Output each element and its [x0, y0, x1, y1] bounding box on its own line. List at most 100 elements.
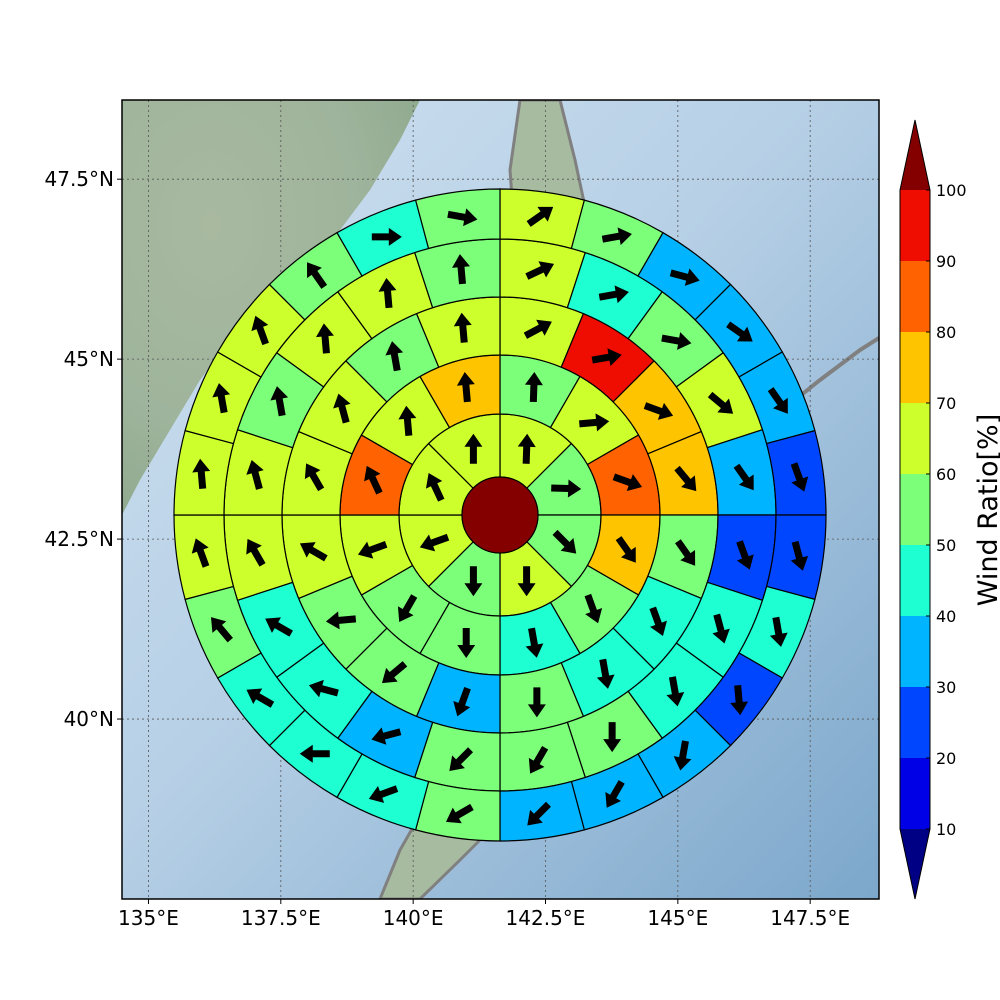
wind-arrow-ring-2-12	[456, 372, 475, 403]
wind-arrow-ring-3-14	[333, 393, 351, 424]
lat-tick-label: 40°N	[64, 707, 114, 731]
wind-arrow-ring-3-16	[453, 312, 472, 343]
lon-tick-label: 147.5°E	[770, 906, 850, 930]
colorbar-bin-1	[900, 758, 930, 829]
colorbar-tick-label: 30	[936, 678, 956, 697]
wind-arrow-ring-4-14	[265, 617, 293, 637]
lat-tick-label: 47.5°N	[45, 167, 115, 191]
colorbar-bin-8	[900, 261, 930, 332]
wind-arrow-ring-4-11	[449, 747, 474, 771]
wind-arrow-ring-1-5	[464, 566, 483, 597]
wind-arrow-ring-3-1	[523, 319, 552, 339]
wind-arrow-ring-1-8	[464, 433, 483, 464]
wind-arrow-ring-2-8	[397, 594, 418, 622]
wind-arrow-ring-1-1	[517, 433, 536, 464]
wind-arrow-ring-5-10	[673, 740, 692, 771]
wind-arrow-ring-4-3	[661, 332, 692, 350]
wind-arrow-ring-5-20	[212, 383, 231, 414]
colorbar-tick-label: 10	[936, 820, 956, 839]
wind-arrow-ring-5-4	[726, 321, 753, 342]
asia-mainland	[122, 100, 420, 515]
colorbar-bin-9	[900, 190, 930, 261]
wind-arrow-ring-4-18	[316, 323, 334, 354]
wind-arrow-ring-4-10	[528, 745, 549, 774]
wind-arrow-ring-3-9	[453, 686, 471, 717]
colorbar-tick-label: 90	[936, 252, 956, 271]
wind-arrow-ring-4-19	[378, 277, 397, 309]
longitude-ticks: 135°E 137.5°E 140°E 142.5°E 145°E 147.5°E	[118, 899, 850, 930]
wind-arrow-ring-5-12	[527, 801, 551, 826]
wind-arrow-ring-4-2	[598, 285, 629, 304]
wind-arrow-ring-5-24	[447, 208, 478, 227]
wind-arrow-ring-4-20	[452, 254, 470, 285]
wind-arrow-ring-5-7	[790, 540, 809, 571]
colorbar-bin-5	[900, 474, 930, 545]
wind-arrow-ring-1-3	[552, 529, 577, 554]
wind-arrow-ring-1-2	[551, 479, 582, 498]
lon-tick-label: 137.5°E	[241, 906, 321, 930]
colorbar-tick-label: 70	[936, 394, 956, 413]
lon-tick-label: 135°E	[118, 906, 179, 930]
wind-arrow-ring-3-10	[381, 661, 408, 684]
latitude-ticks: 40°N 42.5°N 45°N 47.5°N	[45, 167, 122, 731]
wind-arrow-ring-2-4	[615, 536, 636, 563]
wind-arrow-ring-4-15	[246, 538, 266, 567]
colorbar-extend-max	[900, 120, 930, 190]
map-frame	[121, 99, 880, 900]
wind-arrow-ring-2-2	[579, 413, 610, 432]
wind-arrow-ring-3-7	[596, 658, 615, 689]
colorbar-tick-label: 20	[936, 749, 956, 768]
wind-arrow-ring-5-2	[601, 227, 632, 246]
wind-arrow-ring-5-16	[246, 688, 275, 708]
wind-arrow-ring-2-5	[584, 593, 603, 624]
wind-arrow-ring-3-15	[385, 341, 404, 372]
wind-arrow-ring-4-12	[371, 727, 402, 745]
lon-tick-label: 142.5°E	[506, 906, 586, 930]
lon-tick-label: 140°E	[383, 906, 444, 930]
wind-arrow-ring-5-19	[192, 458, 211, 489]
wind-arrow-ring-5-13	[445, 803, 474, 824]
wind-ratio-rings	[173, 188, 827, 842]
lat-tick-label: 45°N	[64, 347, 114, 371]
wind-arrow-ring-1-4	[517, 566, 536, 597]
wind-arrow-ring-3-6	[649, 606, 667, 636]
wind-arrow-ring-2-3	[612, 473, 643, 492]
wind-arrow-ring-2-1	[524, 371, 543, 403]
colorbar-tick-label: 40	[936, 607, 956, 626]
wind-arrow-ring-5-14	[368, 785, 399, 803]
wind-arrow-ring-4-1	[525, 261, 555, 280]
wind-arrow-ring-3-11	[325, 611, 357, 630]
wind-arrow-ring-2-11	[398, 405, 417, 436]
wind-arrow-ring-4-8	[666, 676, 685, 707]
wind-arrow-ring-1-6	[419, 533, 450, 552]
wind-arrow-ring-5-11	[605, 780, 625, 808]
wind-arrow-ring-4-5	[733, 463, 754, 491]
colorbar-extend-min	[900, 829, 930, 899]
colorbar-tick-label: 60	[936, 465, 956, 484]
colorbar-bin-3	[900, 616, 930, 687]
wind-arrow-ring-5-21	[251, 315, 269, 346]
wind-arrow-ring-4-6	[736, 540, 754, 570]
wind-arrow-ring-3-2	[591, 348, 622, 367]
wind-arrow-ring-2-7	[457, 628, 476, 659]
wind-arrow-ring-4-9	[603, 722, 622, 753]
colorbar-tick-label: 50	[936, 536, 956, 555]
wind-arrow-ring-3-13	[304, 463, 325, 492]
center-disk	[461, 476, 539, 554]
wind-arrow-ring-5-22	[307, 262, 328, 289]
colorbar-label: Wind Ratio[%]	[973, 414, 1000, 606]
wind-arrow-ring-5-3	[669, 268, 700, 286]
wind-arrow-ring-3-5	[675, 539, 696, 566]
wind-arrow-ring-5-5	[767, 387, 788, 414]
wind-arrow-ring-2-6	[525, 627, 544, 658]
wind-arrow-ring-3-3	[643, 402, 674, 420]
wind-arrow-ring-5-8	[769, 616, 788, 647]
wind-direction-arrows	[191, 206, 809, 826]
wind-arrow-ring-5-23	[371, 227, 402, 246]
colorbar-bin-6	[900, 403, 930, 474]
wind-arrow-ring-5-9	[730, 684, 749, 716]
colorbar-bin-2	[900, 687, 930, 758]
wind-arrow-ring-4-17	[270, 386, 289, 417]
wind-arrow-ring-1-7	[425, 472, 445, 502]
